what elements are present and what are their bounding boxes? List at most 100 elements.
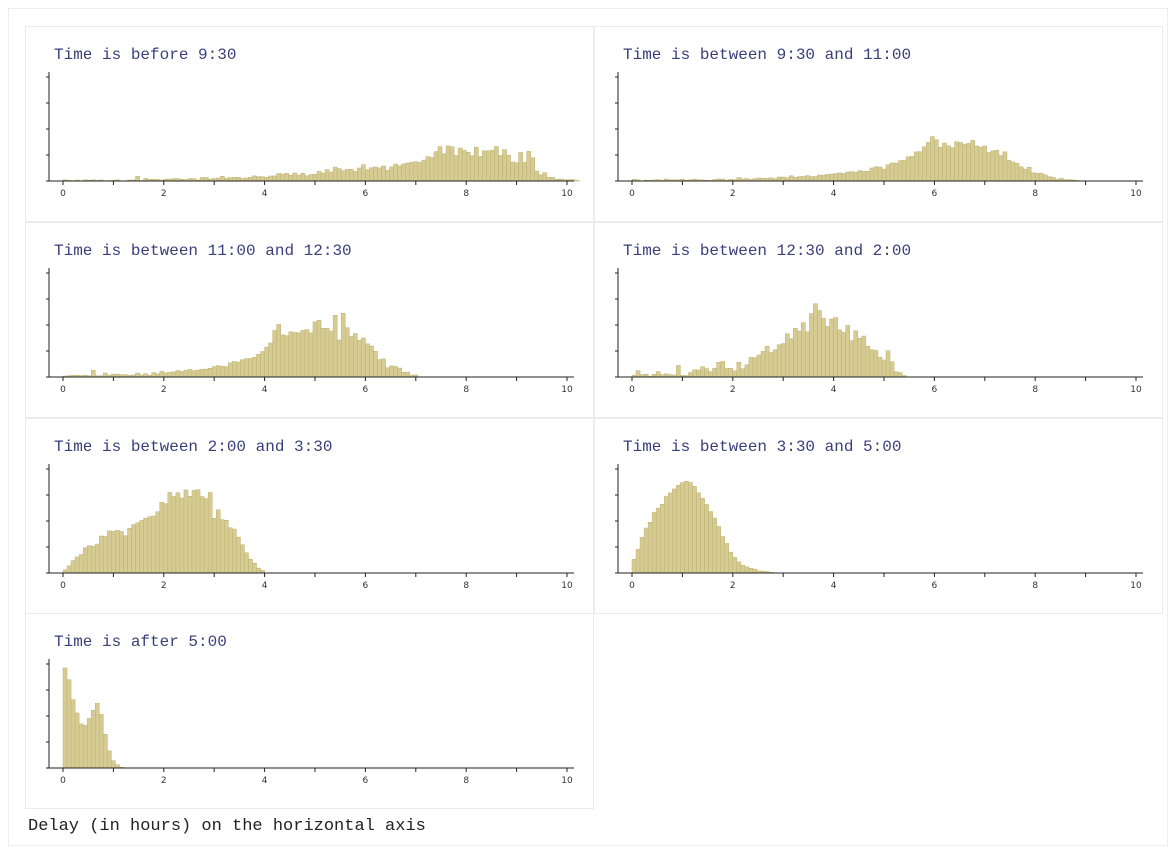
histogram-bar: [280, 334, 286, 378]
histogram-bar: [966, 143, 971, 182]
histogram-bar: [103, 733, 108, 769]
histogram-bar: [688, 482, 693, 574]
histogram-bar: [344, 327, 350, 378]
histogram-bar: [893, 371, 899, 378]
histogram-bar: [506, 154, 511, 182]
histogram-bar: [764, 345, 770, 378]
histogram-bar: [312, 321, 318, 378]
histogram-bar: [264, 177, 269, 182]
histogram-bar: [837, 172, 842, 182]
histogram-bar: [203, 368, 209, 378]
histogram-bar: [474, 146, 479, 182]
histogram-panel: Time is between 12:30 and 2:00 0 2 4 6 8 10: [594, 222, 1163, 418]
x-tick-label: 10: [561, 189, 573, 199]
histogram-bar: [728, 551, 734, 574]
histogram-bar: [377, 359, 382, 378]
histogram-bar: [498, 155, 503, 182]
histogram-bar: [369, 345, 374, 378]
histogram-bar: [873, 166, 879, 182]
histogram-bar: [103, 372, 108, 378]
histogram-bar: [1018, 166, 1024, 182]
x-tick-label: 4: [831, 189, 837, 199]
histogram-bar: [684, 481, 689, 574]
histogram-bar: [809, 313, 814, 378]
histogram-bar: [248, 176, 253, 182]
histogram-bar: [950, 147, 955, 182]
histogram-svg: Time is between 3:30 and 5:00 0 2 4 6 8 10: [615, 438, 1143, 591]
histogram-svg: Time is between 11:00 and 12:30 0 2 4 6 8 10: [46, 242, 574, 395]
histogram-bar: [461, 149, 467, 182]
histogram-bar: [107, 530, 112, 574]
histogram-bar: [143, 518, 148, 574]
histogram-bar: [736, 361, 742, 378]
x-tick-label: 8: [1032, 581, 1038, 591]
histogram-bar: [974, 145, 980, 182]
panel-title: Time is between 9:30 and 11:00: [623, 46, 911, 64]
histogram-bar: [320, 327, 326, 378]
histogram-bar: [171, 495, 177, 574]
histogram-bar: [1014, 162, 1020, 182]
histogram-bar: [905, 156, 911, 182]
histogram-bar: [397, 367, 402, 378]
x-tick-label: 0: [60, 581, 66, 591]
x-tick-label: 8: [1032, 385, 1038, 395]
histogram-bar: [236, 536, 241, 574]
histogram-bar: [135, 175, 140, 182]
histogram-bar: [437, 146, 443, 182]
histogram-bar: [86, 718, 92, 769]
histogram-bar: [809, 176, 814, 182]
histogram-bar: [224, 520, 229, 574]
panel-title: Time is between 2:00 and 3:30: [54, 438, 332, 456]
histogram-bar: [357, 339, 362, 378]
histogram-bar: [393, 366, 398, 378]
histogram-bar: [175, 492, 181, 574]
histogram-bar: [240, 359, 245, 378]
histogram-bar: [316, 171, 322, 182]
histogram-bar: [66, 679, 72, 769]
x-tick-label: 0: [629, 385, 635, 395]
x-tick-label: 6: [363, 385, 369, 395]
histogram-bar: [861, 335, 867, 378]
histogram-bar: [700, 366, 705, 378]
histogram-bar: [389, 166, 394, 182]
histogram-bar: [365, 343, 370, 378]
histogram-bar: [119, 531, 124, 574]
histogram-bar: [385, 367, 390, 378]
histogram-bar: [490, 149, 495, 182]
x-tick-label: 6: [363, 581, 369, 591]
histogram-bar: [635, 549, 641, 574]
histogram-bar: [147, 516, 152, 574]
panel-title: Time is between 11:00 and 12:30: [54, 242, 352, 260]
histogram-bar: [990, 150, 996, 182]
histogram-panel: Time is between 11:00 and 12:30 0 2 4 6 8 10: [25, 222, 594, 418]
histogram-bar: [849, 171, 855, 182]
x-tick-label: 8: [463, 385, 469, 395]
histogram-bar: [1022, 168, 1028, 182]
histogram-bar: [256, 176, 261, 182]
histogram-panel: Time is after 5:00 0 2 4 6 8 10: [25, 613, 594, 809]
histogram-bar: [236, 177, 241, 182]
histogram-bar: [672, 488, 677, 574]
histogram-bar: [155, 511, 161, 574]
histogram-bar: [797, 330, 802, 378]
histogram-bar: [482, 150, 487, 182]
histogram-bar: [95, 543, 100, 574]
histogram-bar: [962, 143, 967, 182]
histogram-bar: [385, 169, 390, 182]
x-tick-label: 10: [561, 776, 573, 786]
histogram-bar: [393, 163, 398, 182]
histogram-bar: [538, 174, 544, 182]
histogram-bar: [195, 489, 201, 574]
histogram-svg: Time is between 2:00 and 3:30 0 2 4 6 8 10: [46, 438, 574, 591]
histogram-bar: [550, 177, 556, 182]
histogram-bar: [954, 141, 959, 182]
histogram-bar: [260, 351, 265, 378]
x-tick-label: 0: [60, 776, 66, 786]
histogram-bar: [70, 699, 76, 769]
histogram-bar: [203, 498, 209, 574]
histogram-bar: [244, 552, 249, 574]
x-tick-label: 4: [262, 776, 268, 786]
histogram-bar: [349, 335, 354, 378]
histogram-bar: [276, 173, 281, 182]
histogram-bar: [304, 175, 310, 182]
